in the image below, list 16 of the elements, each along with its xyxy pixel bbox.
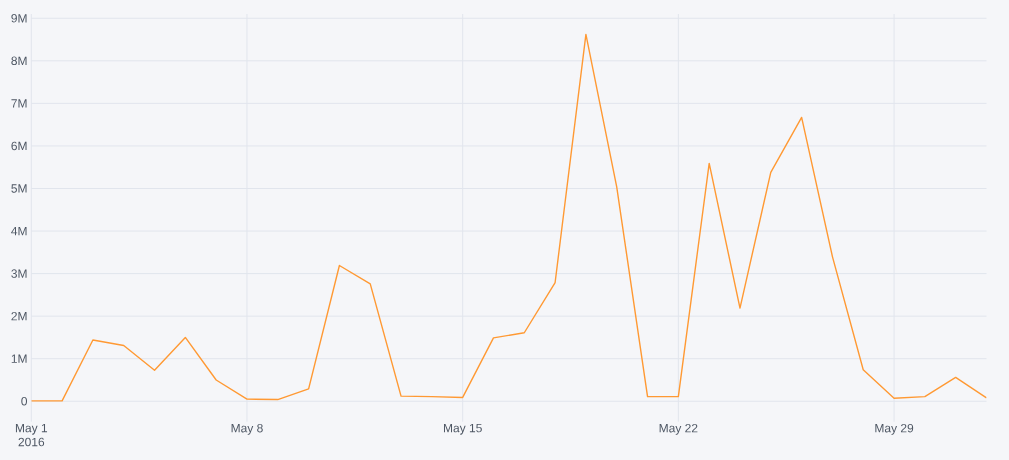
y-tick-label: 1M bbox=[11, 354, 27, 363]
x-tick-label: May 1 2016 bbox=[15, 423, 48, 447]
y-tick-label: 5M bbox=[11, 184, 27, 193]
y-tick-label: 7M bbox=[11, 99, 27, 108]
y-tick-label: 9M bbox=[11, 14, 27, 23]
line-series bbox=[31, 33, 987, 402]
x-tick-label: May 8 bbox=[231, 423, 263, 435]
y-tick-label: 8M bbox=[11, 56, 27, 66]
x-tick-label: May 22 bbox=[659, 423, 698, 435]
y-tick-label: 4M bbox=[11, 226, 27, 236]
y-tick-label: 6M bbox=[11, 141, 27, 151]
y-tick-label: 0 bbox=[21, 397, 28, 406]
y-tick-label: 2M bbox=[11, 311, 27, 321]
y-tick-label: 3M bbox=[11, 269, 27, 278]
x-tick-label: May 29 bbox=[875, 423, 914, 435]
x-tick-label: May 15 bbox=[443, 423, 482, 435]
